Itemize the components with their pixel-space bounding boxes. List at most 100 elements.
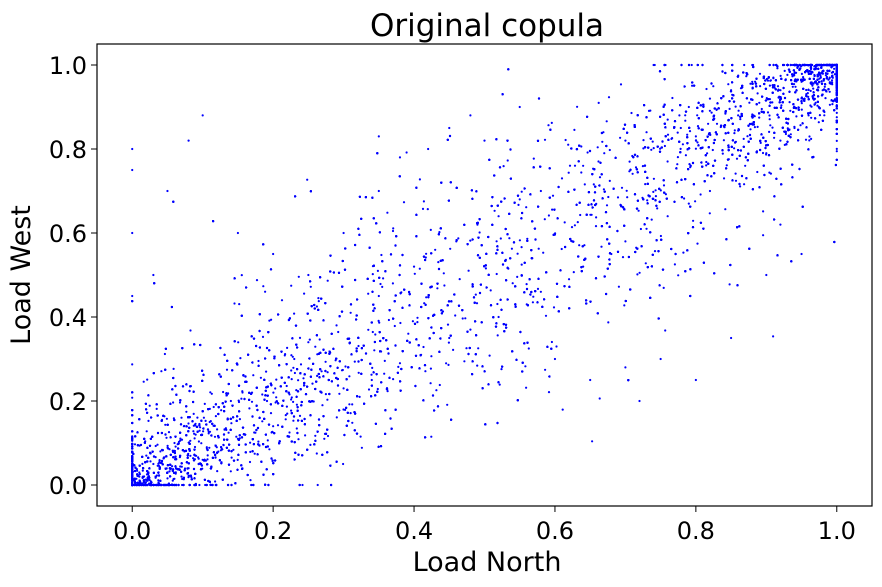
scatter-point — [416, 316, 419, 319]
scatter-point — [371, 366, 374, 369]
scatter-point — [370, 378, 373, 382]
scatter-point — [733, 132, 736, 135]
scatter-point — [376, 387, 379, 391]
scatter-point — [337, 330, 340, 334]
scatter-point — [835, 147, 838, 150]
scatter-point — [759, 85, 762, 88]
scatter-point — [791, 85, 794, 88]
scatter-point — [286, 412, 289, 415]
scatter-point — [386, 211, 389, 214]
scatter-point — [348, 375, 351, 378]
scatter-point — [474, 293, 477, 296]
scatter-point — [147, 419, 150, 422]
scatter-point — [511, 282, 514, 285]
scatter-point — [268, 448, 271, 451]
scatter-point — [164, 423, 167, 426]
scatter-point — [214, 480, 217, 483]
scatter-point — [677, 274, 680, 277]
scatter-point — [789, 133, 792, 136]
scatter-point — [779, 139, 782, 142]
scatter-point — [744, 164, 747, 167]
scatter-point — [800, 72, 804, 75]
scatter-point — [131, 231, 134, 235]
scatter-point — [297, 438, 300, 441]
scatter-point — [638, 271, 641, 274]
scatter-point — [377, 319, 380, 322]
scatter-point — [179, 465, 182, 468]
scatter-point — [264, 290, 267, 293]
scatter-point — [436, 287, 439, 290]
scatter-point — [447, 363, 450, 366]
scatter-point — [252, 374, 255, 377]
scatter-point — [135, 468, 138, 471]
scatter-point — [676, 163, 679, 166]
scatter-point — [284, 418, 287, 421]
scatter-point — [805, 88, 808, 92]
scatter-point — [469, 328, 472, 331]
scatter-point — [213, 435, 217, 438]
scatter-point — [659, 189, 662, 192]
scatter-point — [551, 194, 555, 197]
scatter-point — [424, 370, 427, 373]
scatter-point — [383, 372, 386, 375]
scatter-point — [525, 206, 528, 209]
scatter-point — [784, 132, 788, 136]
scatter-point — [637, 209, 640, 212]
scatter-point — [157, 479, 160, 482]
scatter-point — [293, 357, 296, 361]
scatter-point — [285, 405, 288, 408]
scatter-point — [696, 141, 699, 144]
scatter-point — [765, 153, 768, 156]
scatter-point — [429, 228, 432, 231]
scatter-point — [202, 430, 205, 433]
scatter-point — [572, 271, 575, 274]
scatter-point — [544, 314, 548, 317]
scatter-point — [376, 269, 379, 272]
scatter-point — [760, 107, 763, 111]
scatter-point — [461, 317, 464, 320]
scatter-point — [809, 89, 812, 92]
scatter-point — [413, 272, 416, 275]
scatter-point — [573, 164, 577, 167]
scatter-point — [734, 179, 738, 182]
scatter-point — [751, 63, 754, 67]
scatter-point — [550, 121, 553, 124]
scatter-point — [371, 273, 374, 276]
scatter-point — [681, 143, 685, 146]
scatter-point — [771, 126, 774, 129]
scatter-point — [496, 302, 499, 306]
scatter-point — [754, 80, 757, 83]
scatter-point — [208, 407, 211, 410]
scatter-point — [465, 347, 468, 350]
scatter-point — [601, 140, 604, 143]
scatter-point — [392, 227, 395, 230]
scatter-point — [707, 122, 710, 125]
scatter-point — [722, 177, 726, 180]
scatter-point — [358, 395, 361, 398]
scatter-point — [547, 214, 551, 217]
scatter-point — [676, 156, 680, 159]
scatter-point — [616, 196, 620, 199]
scatter-point — [779, 89, 782, 92]
scatter-point — [187, 422, 190, 425]
scatter-point — [236, 231, 240, 235]
scatter-point — [659, 234, 663, 238]
scatter-point — [167, 431, 171, 434]
scatter-point — [497, 315, 500, 319]
scatter-point — [206, 454, 209, 457]
scatter-point — [423, 302, 426, 305]
scatter-point — [547, 124, 550, 127]
scatter-point — [495, 272, 498, 276]
scatter-point — [688, 130, 692, 133]
scatter-point — [644, 183, 647, 186]
scatter-point — [425, 296, 428, 299]
scatter-point — [292, 400, 295, 403]
scatter-point — [759, 141, 762, 144]
scatter-point — [386, 390, 389, 393]
scatter-point — [652, 147, 655, 150]
scatter-point — [135, 477, 138, 480]
scatter-point — [349, 412, 352, 415]
scatter-point — [517, 203, 520, 206]
scatter-point — [671, 96, 674, 100]
